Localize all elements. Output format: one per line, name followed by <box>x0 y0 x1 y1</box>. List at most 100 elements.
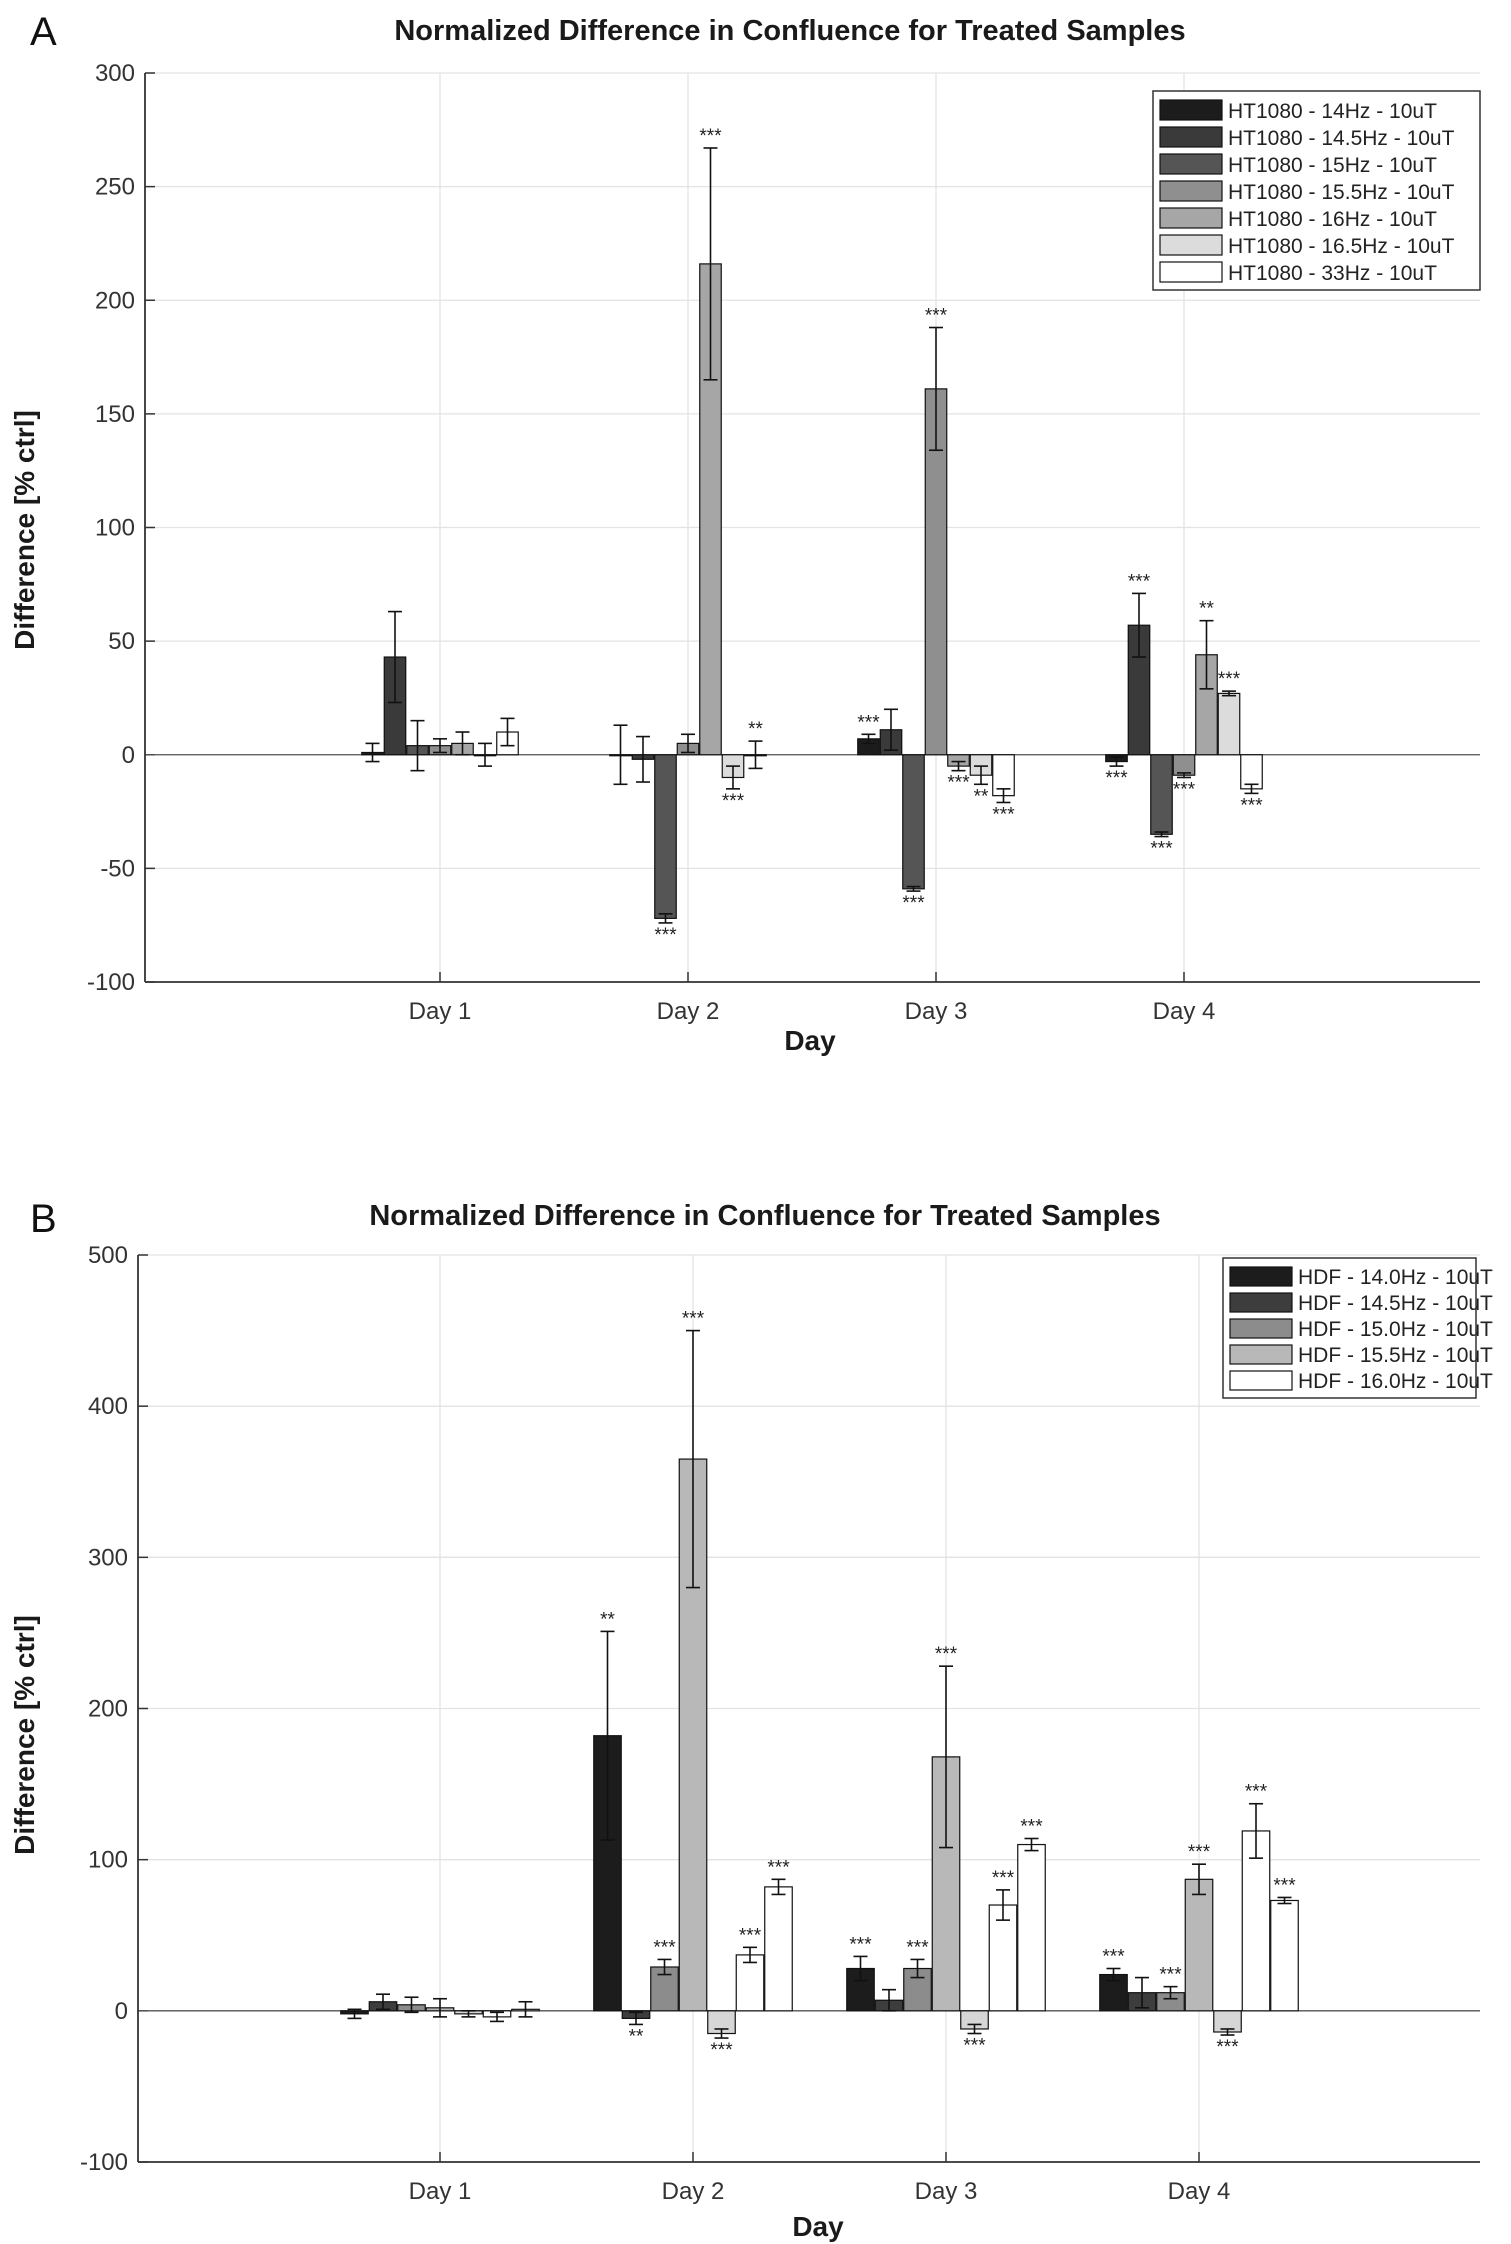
bar-a-s2-d3 <box>902 754 925 890</box>
significance-label-a: *** <box>654 925 677 946</box>
y-tick-label-a: 250 <box>95 174 135 201</box>
legend-entry-a: HT1080 - 15.5Hz - 10uT <box>1228 181 1455 204</box>
y-tick-label-b: 200 <box>88 1696 128 1723</box>
y-tick-label-a: 150 <box>95 401 135 428</box>
significance-label-a: *** <box>1173 779 1196 800</box>
significance-label-b: *** <box>1159 1965 1182 1986</box>
y-tick-label-a: 50 <box>108 628 135 655</box>
y-tick-label-a: 100 <box>95 515 135 542</box>
bar-b-s6-d2 <box>764 1886 793 2012</box>
y-tick-label-b: 500 <box>88 1242 128 1269</box>
significance-label-a: *** <box>1218 669 1241 690</box>
significance-label-b: *** <box>682 1309 705 1330</box>
legend-entry-a: HT1080 - 16.5Hz - 10uT <box>1228 235 1455 258</box>
y-tick-label-b: 100 <box>88 1847 128 1874</box>
legend-swatch-b <box>1229 1370 1293 1391</box>
legend-entry-b: HDF - 15.0Hz - 10uT <box>1298 1318 1493 1341</box>
significance-label-a: *** <box>902 893 925 914</box>
legend-entry-b: HDF - 14.0Hz - 10uT <box>1298 1266 1493 1289</box>
x-tick-label-a: Day 2 <box>657 998 720 1025</box>
panel-label-b: B <box>30 1197 57 1241</box>
legend-entry-b: HDF - 16.0Hz - 10uT <box>1298 1370 1493 1393</box>
plot-area-a: -100 -50 0 50 100 150 200 250 300 Day 1 Day 2 Day 3… <box>87 60 1481 1025</box>
significance-label-b: *** <box>992 1868 1015 1889</box>
bar-a-s2-d2 <box>654 754 677 919</box>
x-tick-label-b: Day 2 <box>662 2178 725 2205</box>
legend-entry-a: HT1080 - 15Hz - 10uT <box>1228 154 1437 177</box>
panel-label-a: A <box>30 10 57 54</box>
plot-area-b: -100 0 100 200 300 400 500 Day 1 Day 2 Day 3 Day 4… <box>80 1242 1493 2205</box>
legend-swatch-a <box>1159 207 1223 229</box>
significance-label-b: *** <box>1216 2037 1239 2058</box>
y-tick-label-b: 0 <box>115 1998 128 2025</box>
significance-label-a: *** <box>1150 839 1173 860</box>
y-axis-label-b: Difference [% ctrl] <box>9 1615 40 1855</box>
legend-entry-b: HDF - 15.5Hz - 10uT <box>1298 1344 1493 1367</box>
legend-entry-a: HT1080 - 14.5Hz - 10uT <box>1228 127 1455 150</box>
x-tick-label-b: Day 1 <box>409 2178 472 2205</box>
significance-label-b: *** <box>767 1857 790 1878</box>
significance-label-b: ** <box>629 2026 644 2047</box>
legend-swatch-a <box>1159 180 1223 202</box>
bar-b-s3-d4 <box>1184 1878 1214 2012</box>
x-tick-label-a: Day 1 <box>409 998 472 1025</box>
y-tick-label-a: 200 <box>95 287 135 314</box>
chart-title-b: Normalized Difference in Confluence for … <box>369 1200 1160 1232</box>
y-tick-label-a: -50 <box>100 855 135 882</box>
panel-a: A Normalized Difference in Confluence fo… <box>9 10 1481 1056</box>
significance-label-b: *** <box>1102 1947 1125 1968</box>
significance-label-b: *** <box>1245 1782 1268 1803</box>
panel-b: B Normalized Difference in Confluence fo… <box>9 1197 1493 2242</box>
bar-b-s6-d4 <box>1270 1899 1299 2012</box>
y-tick-label-b: 400 <box>88 1393 128 1420</box>
legend-swatch-a <box>1159 261 1223 283</box>
legend-swatch-a <box>1159 234 1223 256</box>
x-axis-label-b: Day <box>792 2211 844 2242</box>
legend-entry-a: HT1080 - 33Hz - 10uT <box>1228 262 1437 285</box>
significance-label-b: *** <box>1020 1817 1043 1838</box>
x-axis-label-a: Day <box>784 1025 836 1056</box>
bar-a-s2-d4 <box>1150 754 1173 835</box>
legend-swatch-b <box>1229 1292 1293 1313</box>
significance-label-b: *** <box>1188 1842 1211 1863</box>
legend-entry-a: HT1080 - 14Hz - 10uT <box>1228 100 1437 123</box>
y-tick-label-a: 300 <box>95 60 135 87</box>
significance-label-b: *** <box>739 1925 762 1946</box>
significance-label-a: ** <box>748 719 763 740</box>
legend-swatch-a <box>1159 153 1223 175</box>
chart-title-a: Normalized Difference in Confluence for … <box>394 15 1185 47</box>
y-axis-label-a: Difference [% ctrl] <box>9 410 40 650</box>
significance-label-a: *** <box>1240 795 1263 816</box>
significance-label-a: *** <box>857 712 880 733</box>
significance-label-a: *** <box>722 791 745 812</box>
legend-swatch-b <box>1229 1266 1293 1287</box>
bar-a-s5-d4 <box>1217 692 1241 756</box>
significance-label-a: *** <box>925 306 948 327</box>
x-tick-label-a: Day 3 <box>905 998 968 1025</box>
significance-label-b: *** <box>653 1937 676 1958</box>
significance-label-b: *** <box>710 2040 733 2061</box>
significance-label-b: *** <box>849 1934 872 1955</box>
legend-swatch-a <box>1159 126 1223 148</box>
legend-entry-a: HT1080 - 16Hz - 10uT <box>1228 208 1437 231</box>
y-tick-label-a: -100 <box>87 969 135 996</box>
significance-label-b: *** <box>963 2036 986 2057</box>
legend-entry-b: HDF - 14.5Hz - 10uT <box>1298 1292 1493 1315</box>
significance-label-a: *** <box>699 126 722 147</box>
significance-label-a: ** <box>1199 599 1214 620</box>
significance-label-a: *** <box>1128 571 1151 592</box>
y-tick-label-a: 0 <box>122 742 135 769</box>
legend-swatch-b <box>1229 1318 1293 1339</box>
bar-b-s4-d2 <box>735 1954 765 2012</box>
bar-b-s4-d4 <box>1241 1830 1271 2012</box>
significance-label-a: *** <box>947 773 970 794</box>
significance-label-a: *** <box>1105 768 1128 789</box>
x-tick-label-b: Day 4 <box>1168 2178 1231 2205</box>
x-tick-label-b: Day 3 <box>915 2178 978 2205</box>
x-tick-label-a: Day 4 <box>1153 998 1216 1025</box>
significance-label-a: ** <box>974 786 989 807</box>
y-tick-label-b: 300 <box>88 1544 128 1571</box>
significance-label-a: *** <box>992 804 1015 825</box>
bar-b-s6-d3 <box>1017 1843 1046 2012</box>
